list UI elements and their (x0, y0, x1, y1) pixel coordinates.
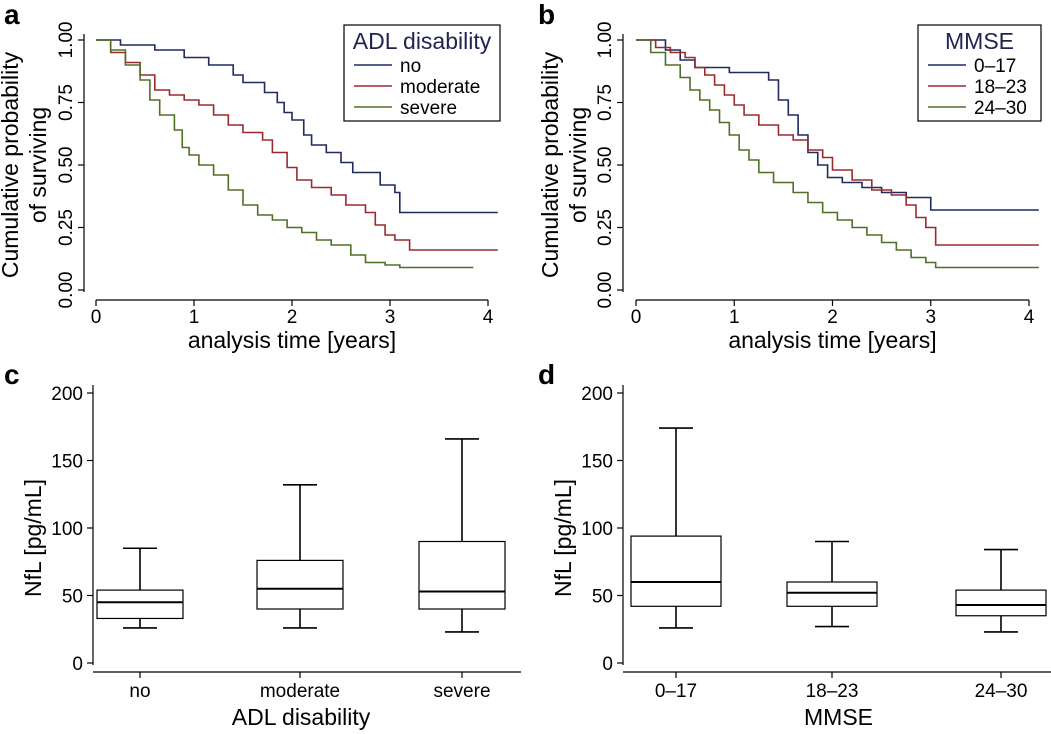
x-tick-label: 1 (189, 307, 200, 328)
panel-label-c: c (4, 359, 20, 390)
panel-label-d: d (538, 359, 555, 390)
x-tick-label: 24–30 (975, 681, 1028, 702)
y-tick-label: 100 (581, 519, 613, 540)
iqr-box (418, 540, 506, 610)
survival-curve-1 (96, 39, 498, 251)
legend-label: 0–17 (974, 56, 1016, 77)
panel-label-b: b (538, 0, 555, 30)
y-tick-label: 0.00 (56, 272, 77, 309)
y-tick-label: 50 (62, 587, 83, 608)
x-axis-title: analysis time [years] (188, 327, 396, 353)
x-tick-label: 3 (925, 307, 936, 328)
boxplot-chart-adl: 0 50 100 150 200 NfL [pg/mL] ADL disability no m… (20, 384, 521, 730)
x-tick-label: 0–17 (655, 681, 697, 702)
survival-curve-2 (636, 39, 1039, 269)
x-tick-label: moderate (260, 681, 340, 702)
legend-box (343, 24, 501, 122)
y-axis-title: of surviving (565, 107, 591, 223)
y-axis-title: Cumulative probability (0, 51, 23, 278)
y-tick-label: 0.75 (595, 84, 616, 121)
y-tick-label: 200 (51, 384, 83, 405)
x-tick-label: 1 (729, 307, 740, 328)
y-tick-label: 150 (581, 452, 613, 473)
x-tick-label: 2 (827, 307, 838, 328)
survival-curve-1 (636, 39, 1039, 246)
iqr-box (256, 559, 344, 610)
survival-chart-mmse: 0.00 0.25 0.50 0.75 1.00 0 1 2 3 4 analysis time [… (537, 22, 1042, 353)
x-axis-title: ADL disability (232, 704, 371, 730)
y-tick-label: 200 (581, 384, 613, 405)
y-axis-title: of surviving (25, 107, 51, 223)
boxplot-chart-mmse: 0 50 100 150 200 NfL [pg/mL] MMSE 0–17 18–23 24–3… (550, 384, 1051, 730)
y-tick-label: 0 (602, 654, 613, 675)
iqr-box (786, 581, 878, 607)
y-tick-label: 1.00 (56, 22, 77, 59)
legend-title: MMSE (945, 28, 1014, 54)
y-tick-label: 0.50 (56, 147, 77, 184)
panel-label-a: a (4, 0, 20, 30)
iqr-box (630, 535, 722, 607)
x-axis-title: analysis time [years] (728, 327, 936, 353)
y-axis-title: Cumulative probability (537, 51, 563, 278)
y-tick-label: 50 (592, 587, 613, 608)
x-tick-label: no (129, 681, 150, 702)
x-tick-label: 3 (385, 307, 396, 328)
y-tick-label: 0.75 (56, 84, 77, 121)
iqr-box (96, 589, 184, 620)
legend-label: severe (400, 98, 457, 119)
survival-chart-adl: 0.00 0.25 0.50 0.75 1.00 0 1 2 3 4 analysis time [… (0, 22, 501, 353)
y-axis-title: NfL [pg/mL] (20, 479, 46, 597)
y-tick-label: 0.25 (56, 209, 77, 246)
x-tick-label: severe (433, 681, 490, 702)
y-tick-label: 0 (72, 654, 83, 675)
legend-title: ADL disability (353, 28, 492, 54)
y-tick-label: 0.50 (595, 147, 616, 184)
survival-curve-2 (96, 39, 474, 269)
iqr-box (955, 589, 1047, 617)
legend-label: moderate (400, 77, 480, 98)
legend-label: 18–23 (974, 77, 1027, 98)
y-tick-label: 0.25 (595, 209, 616, 246)
legend-box (917, 24, 1042, 122)
y-tick-label: 150 (51, 452, 83, 473)
y-axis-title: NfL [pg/mL] (550, 479, 576, 597)
x-tick-label: 4 (483, 307, 494, 328)
x-axis-title: MMSE (804, 704, 873, 730)
x-tick-label: 4 (1024, 307, 1035, 328)
x-tick-label: 2 (287, 307, 298, 328)
survival-curve-0 (96, 39, 498, 214)
x-tick-label: 0 (91, 307, 102, 328)
x-tick-label: 0 (631, 307, 642, 328)
legend-label: no (400, 56, 421, 77)
y-tick-label: 1.00 (595, 22, 616, 59)
y-tick-label: 100 (51, 519, 83, 540)
legend-label: 24–30 (974, 98, 1027, 119)
x-tick-label: 18–23 (806, 681, 859, 702)
y-tick-label: 0.00 (595, 272, 616, 309)
